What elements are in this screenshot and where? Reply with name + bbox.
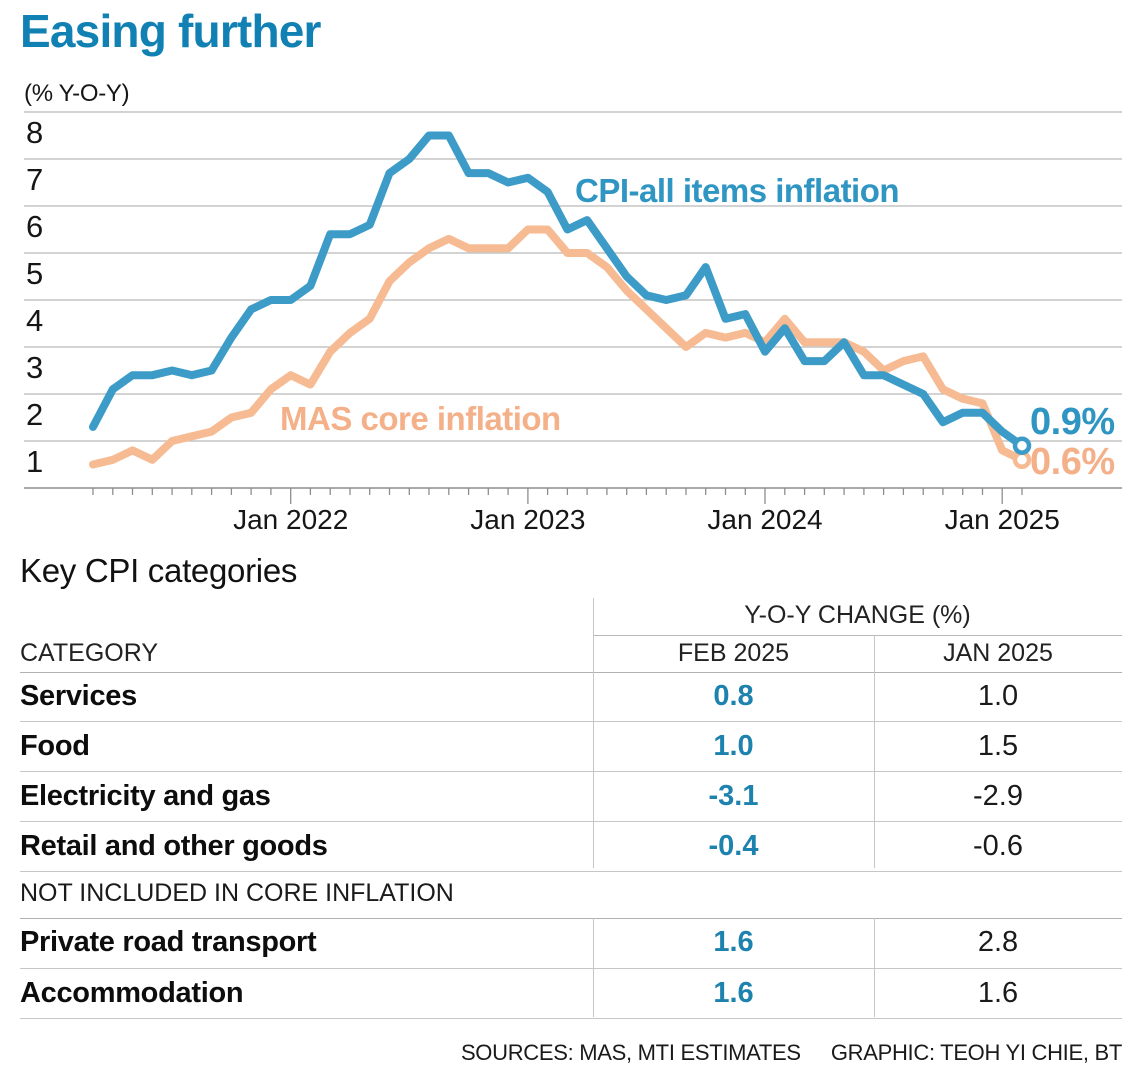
category-label: Food — [20, 730, 90, 762]
x-tick-label: Jan 2025 — [945, 504, 1060, 535]
table-row: Food 1.0 1.5 — [20, 722, 1122, 772]
cpi-series-label: CPI-all items inflation — [575, 172, 899, 209]
section-note: NOT INCLUDED IN CORE INFLATION — [20, 868, 1122, 919]
y-axis-unit-label: (% Y-O-Y) — [24, 80, 130, 107]
y-tick-label-3: 3 — [26, 350, 43, 385]
column-header-category: CATEGORY — [20, 639, 158, 667]
sources-text: SOURCES: MAS, MTI ESTIMATES — [460, 1040, 801, 1065]
table-divider-vertical-1b — [593, 918, 594, 1017]
x-tick-label: Jan 2024 — [707, 504, 822, 535]
y-tick-label-5: 5 — [26, 256, 43, 291]
jan-2025-value: 1.5 — [977, 730, 1019, 762]
feb-2025-value: 1.6 — [713, 976, 754, 1009]
y-tick-label-7: 7 — [26, 162, 43, 197]
feb-2025-value: 0.8 — [713, 680, 754, 712]
graphic-credit-text: GRAPHIC: TEOH YI CHIE, BT — [830, 1040, 1122, 1065]
chart-canvas: 1 2 3 4 5 6 7 8 Jan 2022 Jan 2023 Jan 2024 Jan 2025… — [24, 111, 1122, 535]
table-row: Electricity and gas -3.1 -2.9 — [20, 772, 1122, 822]
category-label: Electricity and gas — [20, 780, 271, 812]
x-tick-label: Jan 2022 — [233, 504, 348, 535]
core-end-value-label: 0.6% — [1030, 441, 1115, 483]
jan-2025-value: -2.9 — [973, 780, 1023, 812]
jan-2025-value: -0.6 — [973, 830, 1023, 862]
table-row: Private road transport 1.6 2.8 — [20, 918, 1122, 969]
y-tick-label-1: 1 — [26, 444, 43, 479]
table-row: Accommodation 1.6 1.6 — [20, 969, 1122, 1019]
inflation-line-chart: 1 2 3 4 5 6 7 8 Jan 2022 Jan 2023 Jan 2024 Jan 2025… — [24, 111, 1122, 535]
page-title: Easing further — [20, 5, 321, 57]
category-label: Retail and other goods — [20, 830, 328, 862]
cpi-all-items-line — [89, 131, 1026, 450]
y-tick-label-8: 8 — [26, 115, 43, 150]
jan-2025-value: 1.0 — [977, 680, 1019, 712]
group-header-yoy-change: Y-O-Y CHANGE (%) — [593, 596, 1122, 636]
y-tick-label-6: 6 — [26, 209, 43, 244]
y-tick-label-2: 2 — [26, 397, 43, 432]
jan-2025-value: 2.8 — [977, 926, 1019, 959]
table-column-headers: CATEGORY FEB 2025 JAN 2025 — [20, 635, 1122, 673]
column-header-jan-2025: JAN 2025 — [943, 639, 1053, 667]
table-divider-vertical-2b — [874, 918, 875, 1017]
column-header-feb-2025: FEB 2025 — [677, 639, 790, 667]
source-credit-line: SOURCES: MAS, MTI ESTIMATES GRAPHIC: TEO… — [0, 1040, 1122, 1066]
cpi-end-marker — [1012, 436, 1032, 455]
feb-2025-value: 1.0 — [713, 730, 754, 762]
mas-core-line — [89, 225, 1026, 469]
jan-2025-value: 1.6 — [977, 976, 1019, 1009]
feb-2025-value: 1.6 — [713, 926, 754, 959]
y-tick-label-4: 4 — [26, 303, 43, 338]
cpi-end-value-label: 0.9% — [1030, 401, 1115, 443]
core-series-label: MAS core inflation — [280, 400, 561, 437]
cpi-categories-table: Key CPI categories Y-O-Y CHANGE (%) CATE… — [20, 552, 1122, 1026]
excluded-from-core-rows: Private road transport 1.6 2.8 Accommodatio… — [20, 918, 1122, 1019]
table-row: Retail and other goods -0.4 -0.6 — [20, 822, 1122, 872]
table-divider-vertical-2 — [874, 635, 875, 868]
x-tick-label: Jan 2023 — [470, 504, 585, 535]
category-label: Private road transport — [20, 926, 317, 959]
core-inflation-rows: Services 0.8 1.0 Food 1.0 1.5 Electricity and … — [20, 672, 1122, 872]
category-label: Accommodation — [20, 976, 244, 1009]
table-divider-vertical-1 — [593, 598, 594, 868]
feb-2025-value: -3.1 — [708, 780, 759, 812]
category-label: Services — [20, 680, 137, 712]
feb-2025-value: -0.4 — [708, 830, 759, 862]
table-title: Key CPI categories — [20, 552, 298, 589]
table-row: Services 0.8 1.0 — [20, 672, 1122, 722]
